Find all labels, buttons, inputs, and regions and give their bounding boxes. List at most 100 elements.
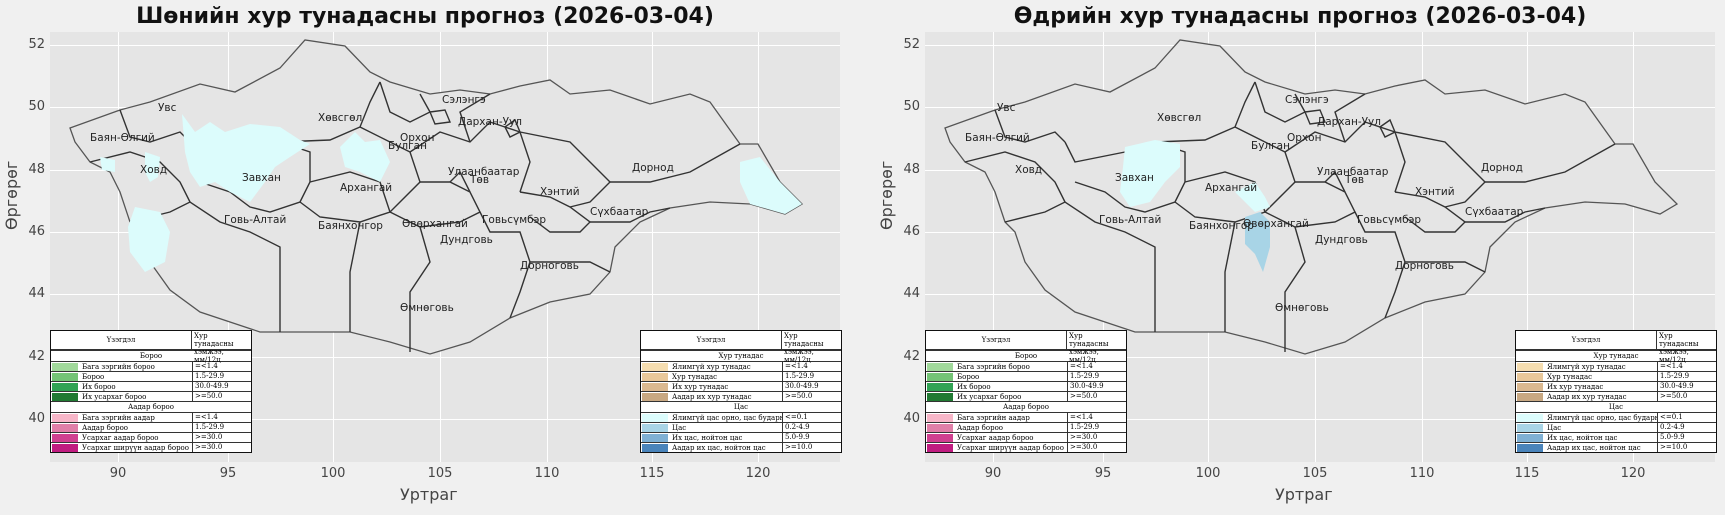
legend-item-name: Аадар их хур тунадас (1547, 392, 1627, 401)
legend-row: Усархаг ширүүн аадар бороо >=30.0 (926, 442, 1126, 452)
legend-item-value: 5.0-9.9 (782, 433, 841, 442)
legend-item-value: =<1.4 (192, 362, 251, 371)
day-forecast-panel: Өдрийн хур тунадасны прогноз (2026-03-04… (875, 0, 1725, 515)
legend-row: Их усархаг бороо >=50.0 (51, 391, 251, 401)
legend-item-name: Ялимгүй хур тунадас (1547, 362, 1626, 371)
x-tick-label: 100 (1195, 466, 1221, 481)
x-tick-label: 90 (109, 466, 127, 481)
legend-item-value: <=0.1 (1657, 413, 1716, 422)
legend-row: Цас 0.2-4.9 (641, 422, 841, 432)
legend-row: Их бороо 30.0-49.9 (51, 381, 251, 391)
legend-item-value: =<1.4 (782, 362, 841, 371)
legend-col-amount: Хур тунадасны хэмжээ, мм/12ц (1656, 331, 1716, 364)
legend-swatch (927, 362, 953, 371)
legend-item-name: Бага зэргийн аадар (82, 413, 155, 422)
legend-row: Аадар их хур тунадас >=50.0 (1516, 391, 1716, 401)
legend-col-amount: Хур тунадасны хэмжээ, мм/12ц (1066, 331, 1126, 364)
legend-item-value: 1.5-29.9 (1067, 372, 1126, 381)
legend-item-name: Бага зэргийн аадар (957, 413, 1030, 422)
y-tick-label: 52 (28, 37, 45, 52)
aimag-label: Дорнод (1481, 162, 1523, 174)
legend-swatch (52, 443, 78, 452)
y-tick-label: 42 (28, 349, 45, 364)
legend-item-name: Усархаг ширүүн аадар бороо (82, 443, 189, 452)
legend-item-name: Аадар бороо (82, 423, 129, 432)
aimag-label: Булган (388, 140, 427, 152)
grid-line (993, 32, 994, 462)
legend-row: Аадар бороо 1.5-29.9 (51, 422, 251, 432)
snow-legend: Үзэгдэл Хур тунадасны хэмжээ, мм/12ц Хур т… (640, 330, 842, 453)
rain-legend: Үзэгдэл Хур тунадасны хэмжээ, мм/12ц Бороо… (50, 330, 252, 453)
legend-item-value: >=10.0 (782, 443, 841, 452)
aimag-label: Ховд (140, 164, 168, 176)
aimag-label: Сүхбаатар (590, 206, 649, 218)
x-tick-label: 95 (219, 466, 237, 481)
aimag-label: Баян-Өлгий (90, 132, 155, 144)
legend-item-value: <=0.1 (782, 413, 841, 422)
legend-row: Усархаг аадар бороо >=30.0 (51, 432, 251, 442)
legend-item-name: Их хур тунадас (1547, 382, 1604, 391)
legend-swatch (642, 392, 668, 401)
night-title: Шөнийн хур тунадасны прогноз (2026-03-04… (136, 4, 714, 29)
legend-row: Бага зэргийн аадар =<1.4 (51, 412, 251, 422)
legend-row: Бороо 1.5-29.9 (51, 371, 251, 381)
legend-item-name: Их усархаг бороо (82, 392, 147, 401)
legend-swatch (642, 382, 668, 391)
legend-row: Ялимгүй хур тунадас =<1.4 (641, 361, 841, 371)
legend-item-value: >=50.0 (192, 392, 251, 401)
legend-item-name: Усархаг ширүүн аадар бороо (957, 443, 1064, 452)
aimag-label: Дорноговь (1395, 260, 1454, 272)
mongolia-map (944, 39, 1679, 355)
grid-line (758, 32, 759, 462)
grid-line (1527, 32, 1528, 462)
y-tick-label: 48 (903, 162, 920, 177)
aimag-label: Төв (470, 174, 490, 186)
legend-row: Ялимгүй цас орно, цас бударна, хялмаална… (1516, 412, 1716, 422)
legend-item-name: Аадар их цас, нойтон цас (1547, 443, 1641, 452)
legend-item-name: Их бороо (82, 382, 116, 391)
legend-item-name: Их бороо (957, 382, 991, 391)
aimag-label: Өвөрхангай (402, 218, 468, 230)
legend-col-phenomenon: Үзэгдэл (106, 336, 136, 344)
x-tick-label: 95 (1094, 466, 1112, 481)
night-forecast-panel: Шөнийн хур тунадасны прогноз (2026-03-04… (0, 0, 850, 515)
legend-item-value: =<1.4 (192, 413, 251, 422)
legend-row: Аадар их хур тунадас >=50.0 (641, 391, 841, 401)
aimag-label: Төв (1345, 174, 1365, 186)
legend-row: Их хур тунадас 30.0-49.9 (1516, 381, 1716, 391)
legend-swatch (927, 433, 953, 442)
legend-swatch (927, 372, 953, 381)
legend-item-name: Аадар их хур тунадас (672, 392, 752, 401)
aimag-label: Дундговь (440, 234, 493, 246)
legend-item-value: 30.0-49.9 (782, 382, 841, 391)
aimag-label: Говьсүмбэр (1357, 214, 1422, 226)
grid-line (118, 32, 119, 462)
aimag-label: Сэлэнгэ (1285, 94, 1329, 106)
legend-row: Бага зэргийн аадар =<1.4 (926, 412, 1126, 422)
aimag-label: Улаанбаатар (1317, 166, 1389, 178)
legend-row: Аадар бороо 1.5-29.9 (926, 422, 1126, 432)
legend-swatch (1517, 362, 1543, 371)
aimag-label: Дундговь (1315, 234, 1368, 246)
legend-swatch (642, 443, 668, 452)
legend-swatch (1517, 382, 1543, 391)
x-axis-label: Уртраг (400, 485, 458, 504)
legend-item-name: Аадар их цас, нойтон цас (672, 443, 766, 452)
y-tick-label: 46 (903, 224, 920, 239)
aimag-label: Сүхбаатар (1465, 206, 1524, 218)
legend-row: Усархаг аадар бороо >=30.0 (926, 432, 1126, 442)
legend-item-name: Хур тунадас (1547, 372, 1593, 381)
legend-col-amount: Хур тунадасны хэмжээ, мм/12ц (191, 331, 251, 364)
legend-item-value: 5.0-9.9 (1657, 433, 1716, 442)
legend-section: Бороо (926, 350, 1126, 361)
legend-item-name: Бороо (957, 372, 980, 381)
legend-swatch (52, 433, 78, 442)
x-tick-label: 100 (320, 466, 346, 481)
grid-line (50, 45, 840, 46)
legend-item-name: Их хур тунадас (672, 382, 729, 391)
y-tick-label: 52 (903, 37, 920, 52)
grid-line (925, 45, 1715, 46)
snow-legend: Үзэгдэл Хур тунадасны хэмжээ, мм/12ц Хур т… (1515, 330, 1717, 453)
legend-section: Цас (1516, 401, 1716, 412)
grid-line (925, 357, 1715, 358)
